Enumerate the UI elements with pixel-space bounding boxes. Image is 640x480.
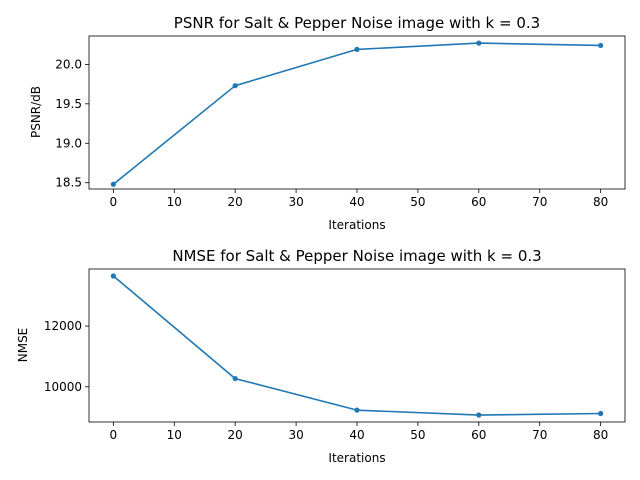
nmse-x-tick-label: 40 — [349, 428, 364, 442]
psnr-data-point — [232, 83, 238, 89]
psnr-x-tick-label: 10 — [167, 195, 182, 209]
nmse-data-point — [476, 412, 482, 418]
psnr-data-point — [354, 46, 360, 53]
nmse-data-point — [232, 375, 238, 382]
psnr-data-point — [110, 181, 116, 187]
nmse-chart-title: NMSE for Salt & Pepper Noise image with … — [172, 247, 541, 265]
nmse-axes-frame — [88, 268, 626, 423]
psnr-x-tick-label: 30 — [288, 195, 303, 209]
psnr-y-tick-label: 20.0 — [55, 57, 82, 71]
psnr-data-point — [476, 40, 482, 46]
psnr-axes-frame — [88, 35, 626, 190]
nmse-y-axis-label: NMSE — [16, 328, 30, 363]
psnr-x-axis-label: Iterations — [328, 218, 385, 232]
nmse-x-tick-label: 80 — [593, 428, 608, 442]
psnr-y-tick-label: 19.5 — [55, 97, 82, 111]
psnr-y-tick-label: 18.5 — [55, 176, 82, 190]
psnr-x-tick-label: 70 — [532, 195, 547, 209]
nmse-x-tick-label: 70 — [532, 428, 547, 442]
nmse-chart: NMSE for Salt & Pepper Noise image with … — [16, 247, 626, 465]
nmse-x-tick-label: 60 — [471, 428, 486, 442]
nmse-x-tick-label: 20 — [228, 428, 243, 442]
nmse-x-tick-label: 50 — [410, 428, 425, 442]
psnr-x-tick-label: 40 — [349, 195, 364, 209]
psnr-plot-area: 0 10 20 30 40 50 60 70 80 18.5 19.0 19.5 20.0 — [55, 35, 626, 209]
nmse-x-axis-label: Iterations — [328, 451, 385, 465]
nmse-y-tick-label: 10000 — [44, 380, 82, 394]
psnr-chart-title: PSNR for Salt & Pepper Noise image with … — [174, 14, 540, 32]
psnr-x-tick-label: 0 — [110, 195, 118, 209]
nmse-data-point — [110, 273, 116, 279]
psnr-x-tick-label: 20 — [228, 195, 243, 209]
psnr-y-tick-label: 19.0 — [55, 136, 82, 150]
nmse-series-line — [112, 275, 601, 416]
psnr-y-axis-label: PSNR/dB — [29, 86, 43, 138]
psnr-x-tick-label: 50 — [410, 195, 425, 209]
psnr-series-line — [112, 42, 601, 185]
psnr-data-point — [598, 42, 604, 49]
psnr-chart: PSNR for Salt & Pepper Noise image with … — [29, 14, 626, 232]
nmse-plot-area: 0 10 20 30 40 50 60 70 80 10000 12000 — [44, 268, 626, 442]
nmse-y-tick-label: 12000 — [44, 319, 82, 333]
nmse-data-point — [598, 410, 604, 417]
nmse-x-tick-label: 10 — [167, 428, 182, 442]
psnr-x-tick-label: 60 — [471, 195, 486, 209]
nmse-data-point — [354, 407, 360, 413]
nmse-x-tick-label: 30 — [288, 428, 303, 442]
nmse-x-tick-label: 0 — [110, 428, 118, 442]
psnr-x-tick-label: 80 — [593, 195, 608, 209]
